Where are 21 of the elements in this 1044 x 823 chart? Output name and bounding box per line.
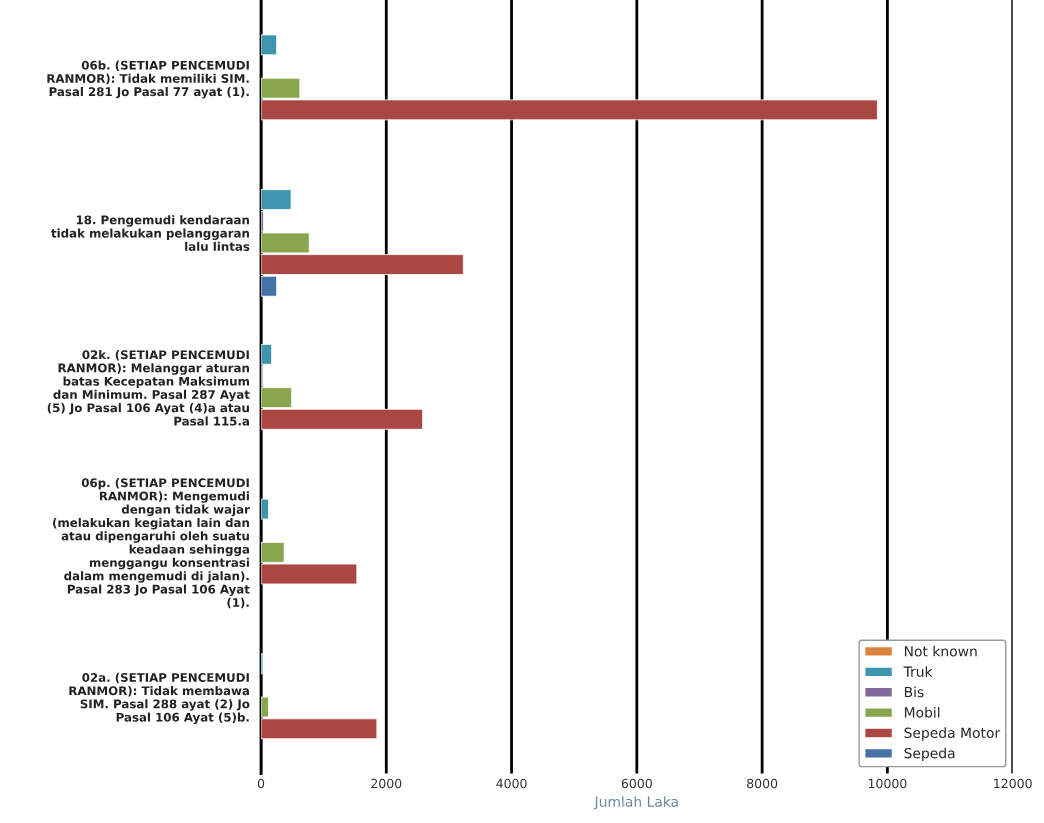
x-tick-label: 4000 xyxy=(496,778,527,789)
y-tick-label: 02a. (SETIAP PENCEMUDI RANMOR): Tidak membawa SIM. Pasal 288 ayat (2) Jo Pasal 106 Ayat (5)b. xyxy=(69,672,250,725)
x-tick-label: 10000 xyxy=(868,778,907,789)
y-tick-label: 02k. (SETIAP PENCEMUDI RANMOR): Melanggar aturan batas Kecepatan Maksimum dan Minimum. Pasal 287 Ayat (5) Jo Pasal 106 Ayat (4)a atau Pasal 115.a xyxy=(47,350,250,426)
bar xyxy=(261,34,278,56)
legend-label: Truk xyxy=(903,666,933,677)
x-tick-label: 6000 xyxy=(621,778,652,789)
x-tick-label: 2000 xyxy=(371,778,402,789)
x-axis-title: Jumlah Laka xyxy=(593,796,678,810)
category-label: 06p. (SETIAP PENCEMUDI RANMOR): Mengemudi dengan tidak wajar (melakukan kegiatan lain dan atau dipengaruhi oleh suatu keadaan sehingga menggangu konsentrasi dalam mengemudi di jalan). Pasal 283 Jo Pasal 106 Ayat (1). xyxy=(53,478,250,609)
x-tick-label: 12000 xyxy=(994,778,1032,789)
y-tick-label: 18. Pengemudi kendaraan tidak melakukan pelanggaran lalu lintas xyxy=(51,215,250,251)
bar xyxy=(261,498,269,520)
legend-label: Mobil xyxy=(904,706,940,718)
legend-label: Sepeda xyxy=(904,747,955,762)
x-tick-label: 0 xyxy=(257,778,265,789)
legend-label: Bis xyxy=(904,686,924,698)
legend-label: Not known xyxy=(904,645,977,657)
x-tick-label: 8000 xyxy=(747,778,778,789)
legend-label: Sepeda Motor xyxy=(904,727,1001,741)
y-tick-label: 06b. (SETIAP PENCEMUDI RANMOR): Tidak memiliki SIM. Pasal 281 Jo Pasal 77 ayat (1). xyxy=(47,60,249,99)
